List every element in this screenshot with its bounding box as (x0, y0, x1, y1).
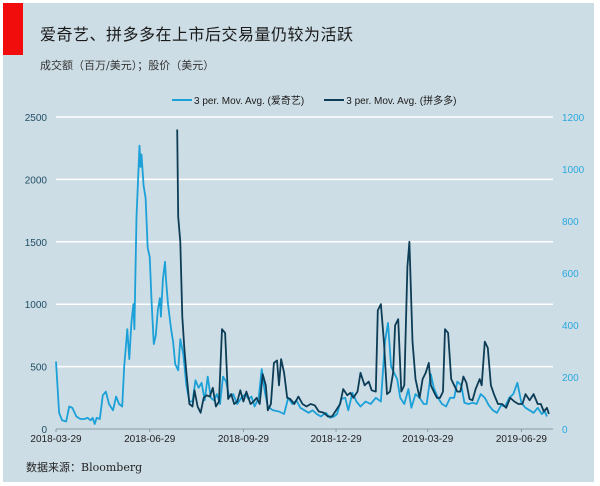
legend-label-iqiyi: 3 per. Mov. Avg. (爱奇艺) (194, 96, 305, 107)
left-axis-tick: 2500 (25, 113, 48, 124)
x-axis-tick: 2018-06-29 (124, 434, 176, 445)
right-axis-tick: 400 (562, 321, 579, 332)
right-axis-tick: 800 (562, 217, 579, 228)
left-axis-tick: 500 (30, 363, 47, 374)
right-axis-tick: 1000 (562, 165, 585, 176)
data-source: 数据来源：Bloomberg (26, 461, 143, 474)
left-axis-tick: 0 (41, 425, 47, 436)
x-axis-tick: 2018-09-29 (218, 434, 270, 445)
x-axis: 2018-03-29 2018-06-29 2018-09-29 2018-12-29… (30, 428, 553, 445)
iqiyi-line (55, 144, 548, 425)
legend: 3 per. Mov. Avg. (爱奇艺) 3 per. Mov. Avg. … (172, 92, 456, 107)
right-axis: 0 200 400 600 800 1000 1200 (562, 113, 585, 436)
right-axis-tick: 600 (562, 269, 579, 280)
left-axis-tick: 1000 (25, 300, 48, 311)
left-axis-tick: 2000 (25, 175, 48, 186)
legend-item-pdd: 3 per. Mov. Avg. (拼多多) (324, 92, 456, 107)
pdd-line (176, 129, 550, 418)
series-lines (55, 129, 550, 425)
x-axis-tick: 2019-06-29 (496, 434, 548, 445)
chart-subtitle: 成交额（百万/美元）；股价（美元） (40, 59, 215, 72)
x-axis-tick: 2019-03-29 (402, 434, 454, 445)
chart-title: 爱奇艺、拼多多在上市后交易量仍较为活跃 (40, 25, 354, 44)
legend-swatch-iqiyi (172, 98, 192, 101)
left-axis: 0 500 1000 1500 2000 2500 (25, 113, 48, 436)
x-axis-tick: 2018-03-29 (30, 434, 82, 445)
right-axis-tick: 200 (562, 373, 579, 384)
legend-swatch-pdd (324, 98, 345, 101)
accent-bar (3, 3, 23, 55)
left-axis-tick: 1500 (25, 238, 48, 249)
right-axis-tick: 0 (562, 425, 568, 436)
legend-item-iqiyi: 3 per. Mov. Avg. (爱奇艺) (172, 92, 304, 107)
legend-label-pdd: 3 per. Mov. Avg. (拼多多) (346, 96, 457, 107)
right-axis-tick: 1200 (562, 113, 585, 124)
x-axis-tick: 2018-12-29 (310, 434, 362, 445)
